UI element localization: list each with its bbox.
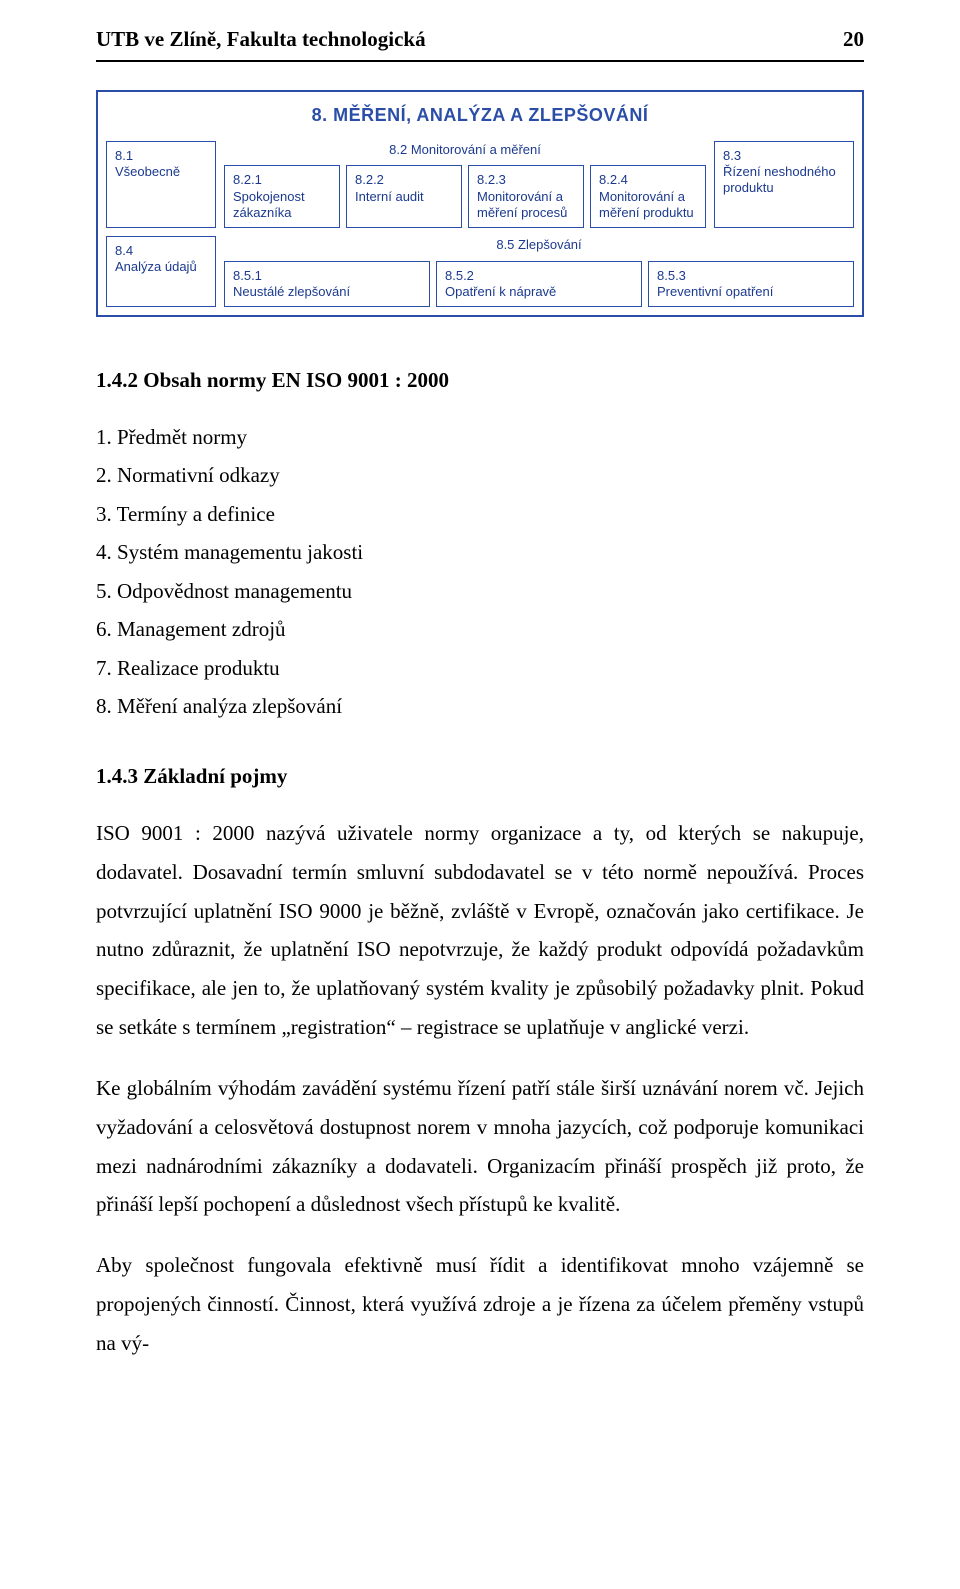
cell-8-5-label: Zlepšování [518,237,582,252]
cell-8-2-num: 8.2 [389,142,407,157]
list-item: 2. Normativní odkazy [96,456,864,494]
paragraph-3: Aby společnost fungovala efektivně musí … [96,1246,864,1363]
diagram-row-1: 8.1 Všeobecně 8.2 Monitorování a měření … [98,141,862,237]
cell-8-5-2: 8.5.2 Opatření k nápravě [436,261,642,308]
cell-8-2-2: 8.2.2 Interní audit [346,165,462,228]
diagram-row-2: 8.4 Analýza údajů 8.5 Zlepšování 8.5.1 N… [98,236,862,315]
cell-8-2-4-num: 8.2.4 [599,172,697,188]
paragraph-1: ISO 9001 : 2000 nazývá uživatele normy o… [96,814,864,1047]
cell-8-5-group: 8.5 Zlepšování 8.5.1 Neustálé zlepšování… [224,236,854,307]
header-title: UTB ve Zlíně, Fakulta technologická [96,24,426,54]
cell-8-2-4: 8.2.4 Monitorování a měření produktu [590,165,706,228]
cell-8-5-1-label: Neustálé zlepšování [233,284,350,299]
cell-8-5-3-label: Preventivní opatření [657,284,773,299]
cell-8-5-2-num: 8.5.2 [445,268,633,284]
cell-8-2-header: 8.2 Monitorování a měření [224,141,706,166]
cell-8-3: 8.3 Řízení neshodného produktu [714,141,854,229]
page-header: UTB ve Zlíně, Fakulta technologická 20 [96,24,864,62]
cell-8-2-3: 8.2.3 Monitorování a měření procesů [468,165,584,228]
cell-8-3-num: 8.3 [723,148,845,164]
diagram-8-measurement: 8. MĚŘENÍ, ANALÝZA A ZLEPŠOVÁNÍ 8.1 Všeo… [96,90,864,317]
cell-8-1-label: Všeobecně [115,164,180,179]
cell-8-5-subrow: 8.5.1 Neustálé zlepšování 8.5.2 Opatření… [224,261,854,308]
page-number: 20 [843,24,864,54]
cell-8-4: 8.4 Analýza údajů [106,236,216,307]
cell-8-5-2-label: Opatření k nápravě [445,284,556,299]
cell-8-4-num: 8.4 [115,243,207,259]
cell-8-2-1-num: 8.2.1 [233,172,331,188]
cell-8-5-header: 8.5 Zlepšování [224,236,854,261]
cell-8-5-3: 8.5.3 Preventivní opatření [648,261,854,308]
cell-8-2-3-num: 8.2.3 [477,172,575,188]
cell-8-5-num: 8.5 [496,237,514,252]
cell-8-2-2-num: 8.2.2 [355,172,453,188]
list-item: 3. Termíny a definice [96,495,864,533]
cell-8-2-2-label: Interní audit [355,189,424,204]
cell-8-1-num: 8.1 [115,148,207,164]
list-item: 6. Management zdrojů [96,610,864,648]
diagram-title: 8. MĚŘENÍ, ANALÝZA A ZLEPŠOVÁNÍ [98,92,862,140]
cell-8-2-3-label: Monitorování a měření procesů [477,189,567,220]
cell-8-5-1-num: 8.5.1 [233,268,421,284]
cell-8-5-3-num: 8.5.3 [657,268,845,284]
cell-8-2-1: 8.2.1 Spokojenost zákazníka [224,165,340,228]
heading-1-4-2: 1.4.2 Obsah normy EN ISO 9001 : 2000 [96,365,864,395]
cell-8-2-label: Monitorování a měření [411,142,541,157]
cell-8-2-4-label: Monitorování a měření produktu [599,189,694,220]
cell-8-3-label: Řízení neshodného produktu [723,164,836,195]
cell-8-2-subrow: 8.2.1 Spokojenost zákazníka 8.2.2 Intern… [224,165,706,228]
heading-1-4-3: 1.4.3 Základní pojmy [96,761,864,791]
list-item: 8. Měření analýza zlepšování [96,687,864,725]
list-item: 1. Předmět normy [96,418,864,456]
list-item: 7. Realizace produktu [96,649,864,687]
cell-8-5-1: 8.5.1 Neustálé zlepšování [224,261,430,308]
cell-8-4-label: Analýza údajů [115,259,197,274]
cell-8-2-group: 8.2 Monitorování a měření 8.2.1 Spokojen… [224,141,706,229]
list-item: 5. Odpovědnost managementu [96,572,864,610]
cell-8-2-1-label: Spokojenost zákazníka [233,189,305,220]
list-item: 4. Systém managementu jakosti [96,533,864,571]
cell-8-1: 8.1 Všeobecně [106,141,216,229]
paragraph-2: Ke globálním výhodám zavádění systému ří… [96,1069,864,1224]
list-norm-contents: 1. Předmět normy 2. Normativní odkazy 3.… [96,418,864,726]
